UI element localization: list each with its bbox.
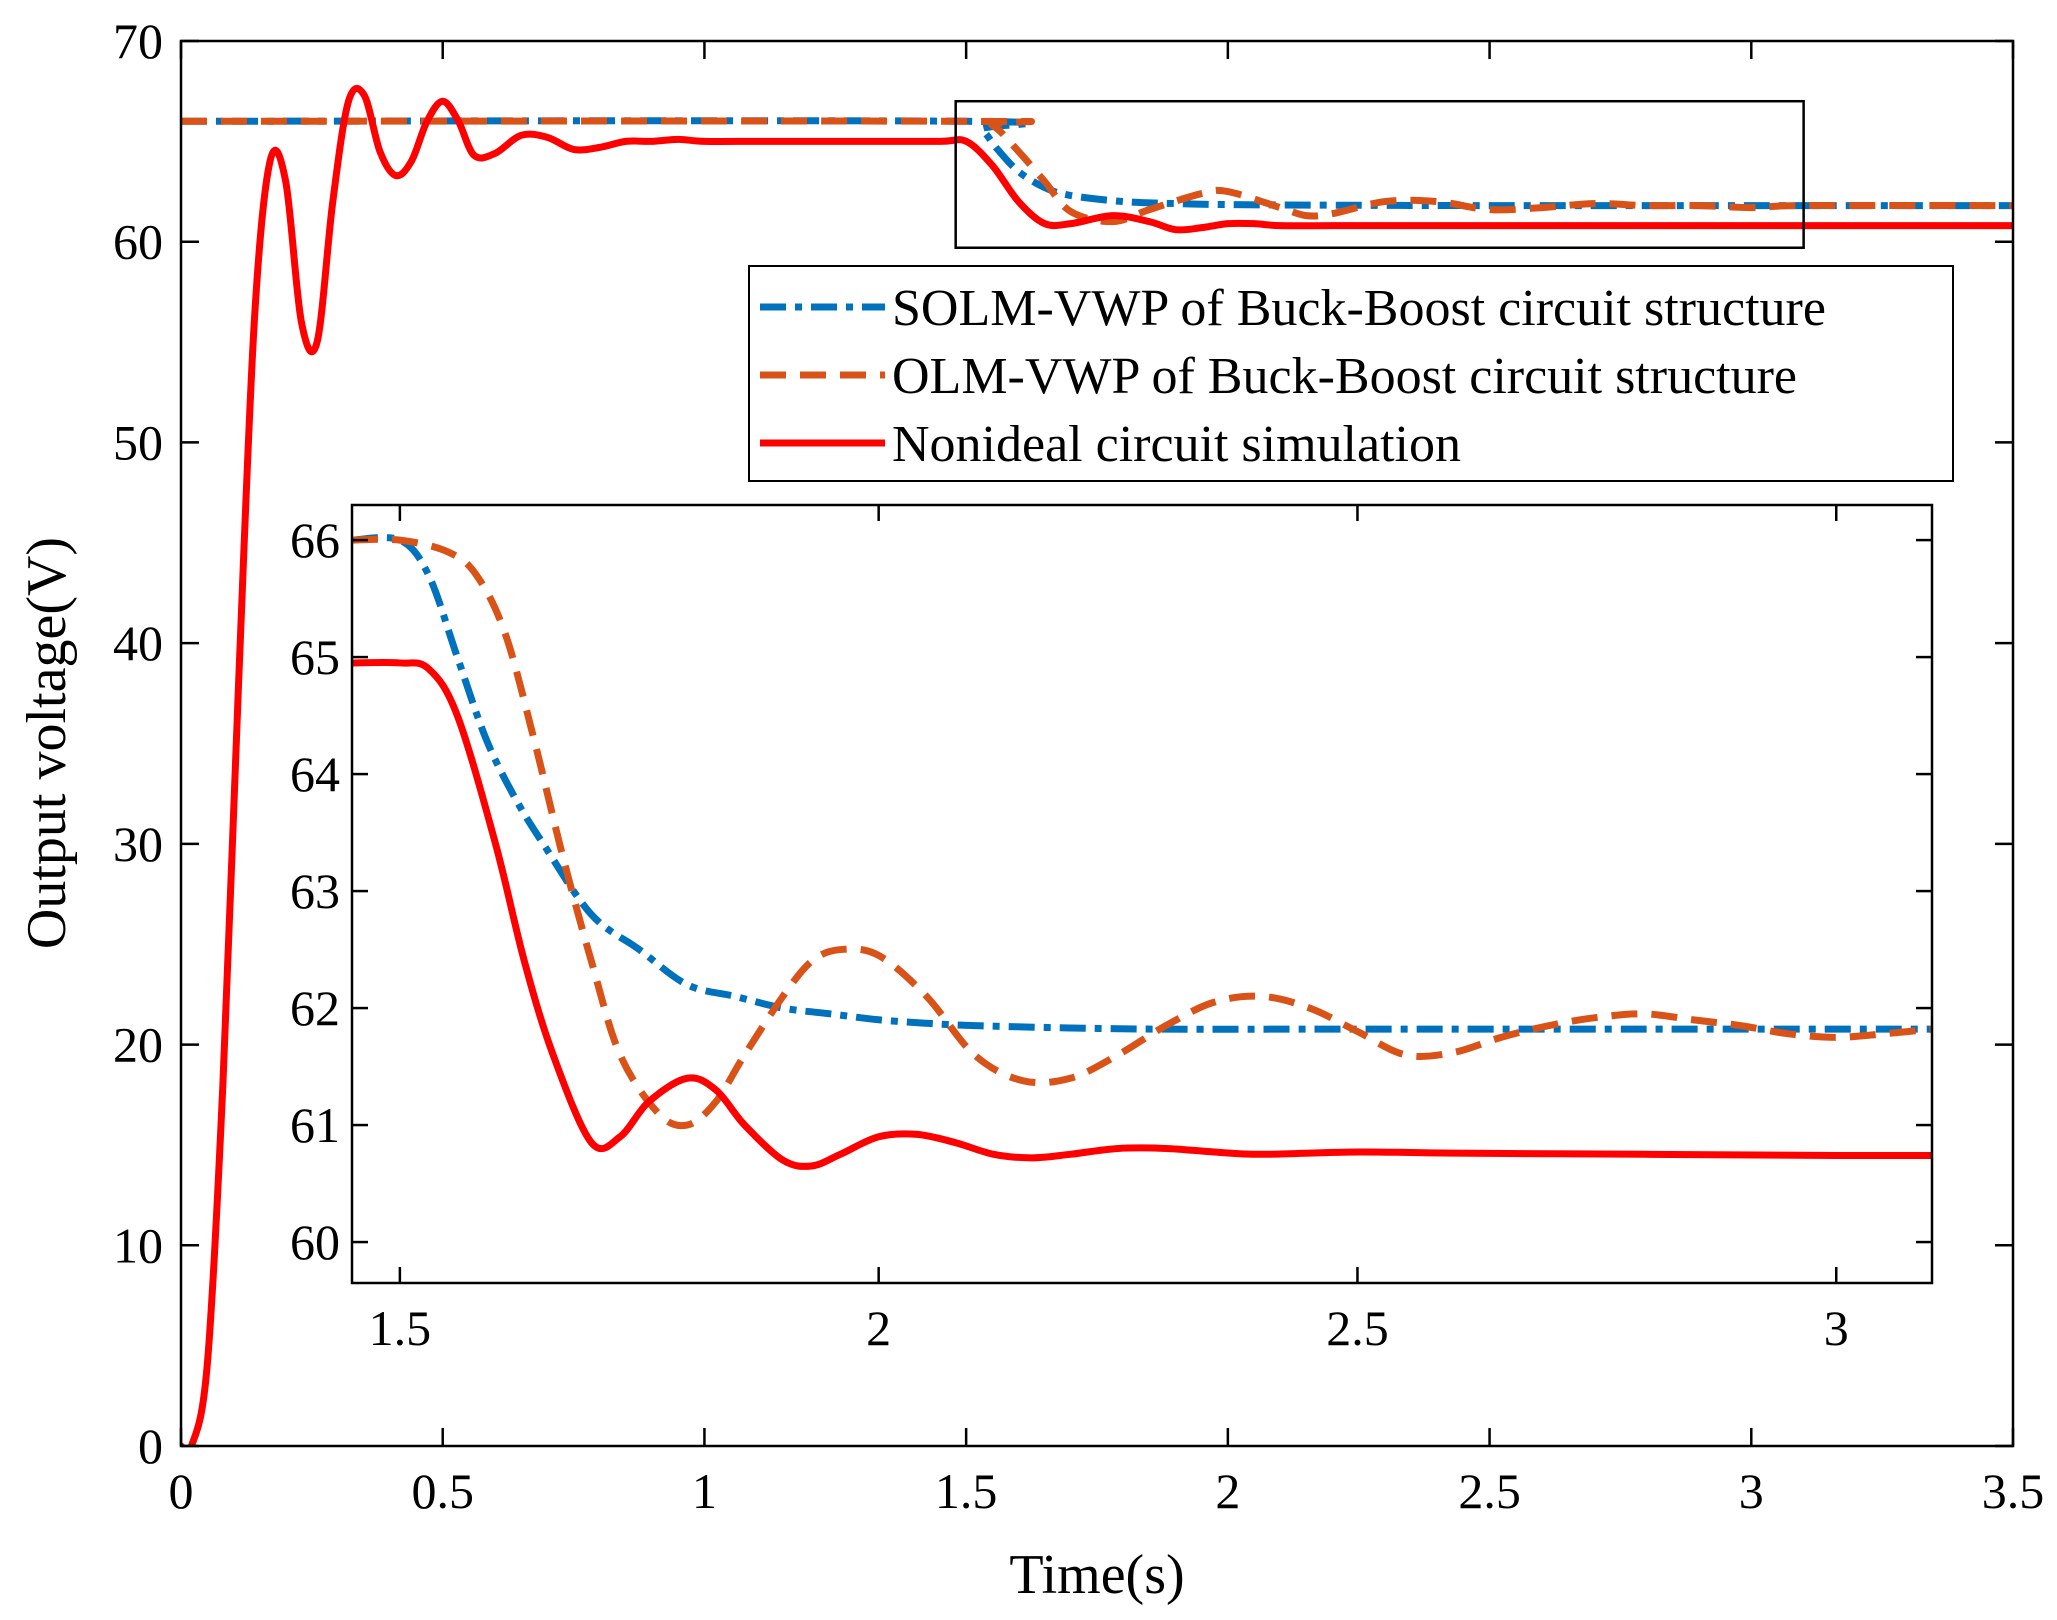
inset-y-ticks: 60 61 62 63 64 65 66 — [290, 512, 1932, 1270]
main-y-tick-label: 20 — [113, 1017, 163, 1073]
inset-x-tick-label: 3 — [1824, 1300, 1849, 1356]
main-x-tick-label: 1 — [692, 1463, 717, 1519]
main-y-tick-label: 60 — [113, 214, 163, 270]
inset-y-tick-label: 63 — [290, 863, 340, 919]
inset-y-tick-label: 66 — [290, 512, 340, 568]
legend-box — [748, 265, 1954, 482]
legend: SOLM-VWP of Buck-Boost circuit structure… — [748, 265, 1954, 482]
main-y-tick-label: 10 — [113, 1217, 163, 1273]
main-x-tick-label: 3 — [1739, 1463, 1764, 1519]
legend-label-solm: SOLM-VWP of Buck-Boost circuit structure — [892, 280, 1826, 337]
main-x-tick-label: 2 — [1215, 1463, 1240, 1519]
main-x-tick-label: 1.5 — [935, 1463, 998, 1519]
main-series-olm-vwp-of-buck-boost-circuit-structure — [181, 117, 2013, 226]
main-x-tick-label: 0.5 — [411, 1463, 474, 1519]
main-x-tick-label: 3.5 — [1982, 1463, 2045, 1519]
inset-series-nonideal-circuit-simulation — [352, 659, 1932, 1170]
main-x-tick-label: 2.5 — [1458, 1463, 1521, 1519]
main-axes-frame — [179, 39, 2015, 1448]
main-series-group — [181, 84, 2013, 1446]
legend-label-olm: OLM-VWP of Buck-Boost circuit structure — [892, 348, 1797, 405]
main-y-tick-label: 70 — [113, 13, 163, 69]
inset-x-tick-label: 2 — [866, 1300, 891, 1356]
main-y-tick-label: 50 — [113, 414, 163, 470]
inset-y-tick-label: 64 — [290, 746, 340, 802]
main-series-nonideal-circuit-simulation — [181, 84, 2013, 1446]
main-x-ticks: 0 0.5 1 1.5 2 2.5 3 3.5 — [169, 41, 2045, 1519]
inset-y-tick-label: 62 — [290, 980, 340, 1036]
main-y-tick-label: 0 — [138, 1418, 163, 1474]
zoom-box — [954, 99, 1805, 249]
inset-series-group — [352, 534, 1932, 1170]
legend-label-nonideal: Nonideal circuit simulation — [892, 416, 1461, 473]
inset-y-tick-label: 60 — [290, 1214, 340, 1270]
y-axis-label: Output voltage(V) — [16, 537, 78, 949]
main-y-tick-label: 30 — [113, 816, 163, 872]
inset-x-tick-label: 2.5 — [1326, 1300, 1389, 1356]
inset-x-ticks: 1.5 2 2.5 3 — [369, 505, 1849, 1356]
x-axis-label: Time(s) — [1009, 1544, 1184, 1606]
inset-x-tick-label: 1.5 — [369, 1300, 432, 1356]
main-y-ticks: 0 10 20 30 40 50 60 70 — [113, 13, 2013, 1474]
main-plot: 0 0.5 1 1.5 2 2.5 3 3.5 0 10 20 30 40 50 60 70 Time(s)… — [16, 13, 2044, 1606]
main-x-tick-label: 0 — [169, 1463, 194, 1519]
inset-y-tick-label: 61 — [290, 1097, 340, 1153]
inset-plot: 1.5 2 2.5 3 60 61 62 63 64 65 66 — [290, 503, 1934, 1356]
inset-y-tick-label: 65 — [290, 629, 340, 685]
main-y-tick-label: 40 — [113, 615, 163, 671]
inset-axes-frame — [350, 503, 1934, 1285]
inset-series-olm-vwp-of-buck-boost-circuit-structure — [352, 535, 1932, 1130]
inset-background — [352, 505, 1932, 1283]
